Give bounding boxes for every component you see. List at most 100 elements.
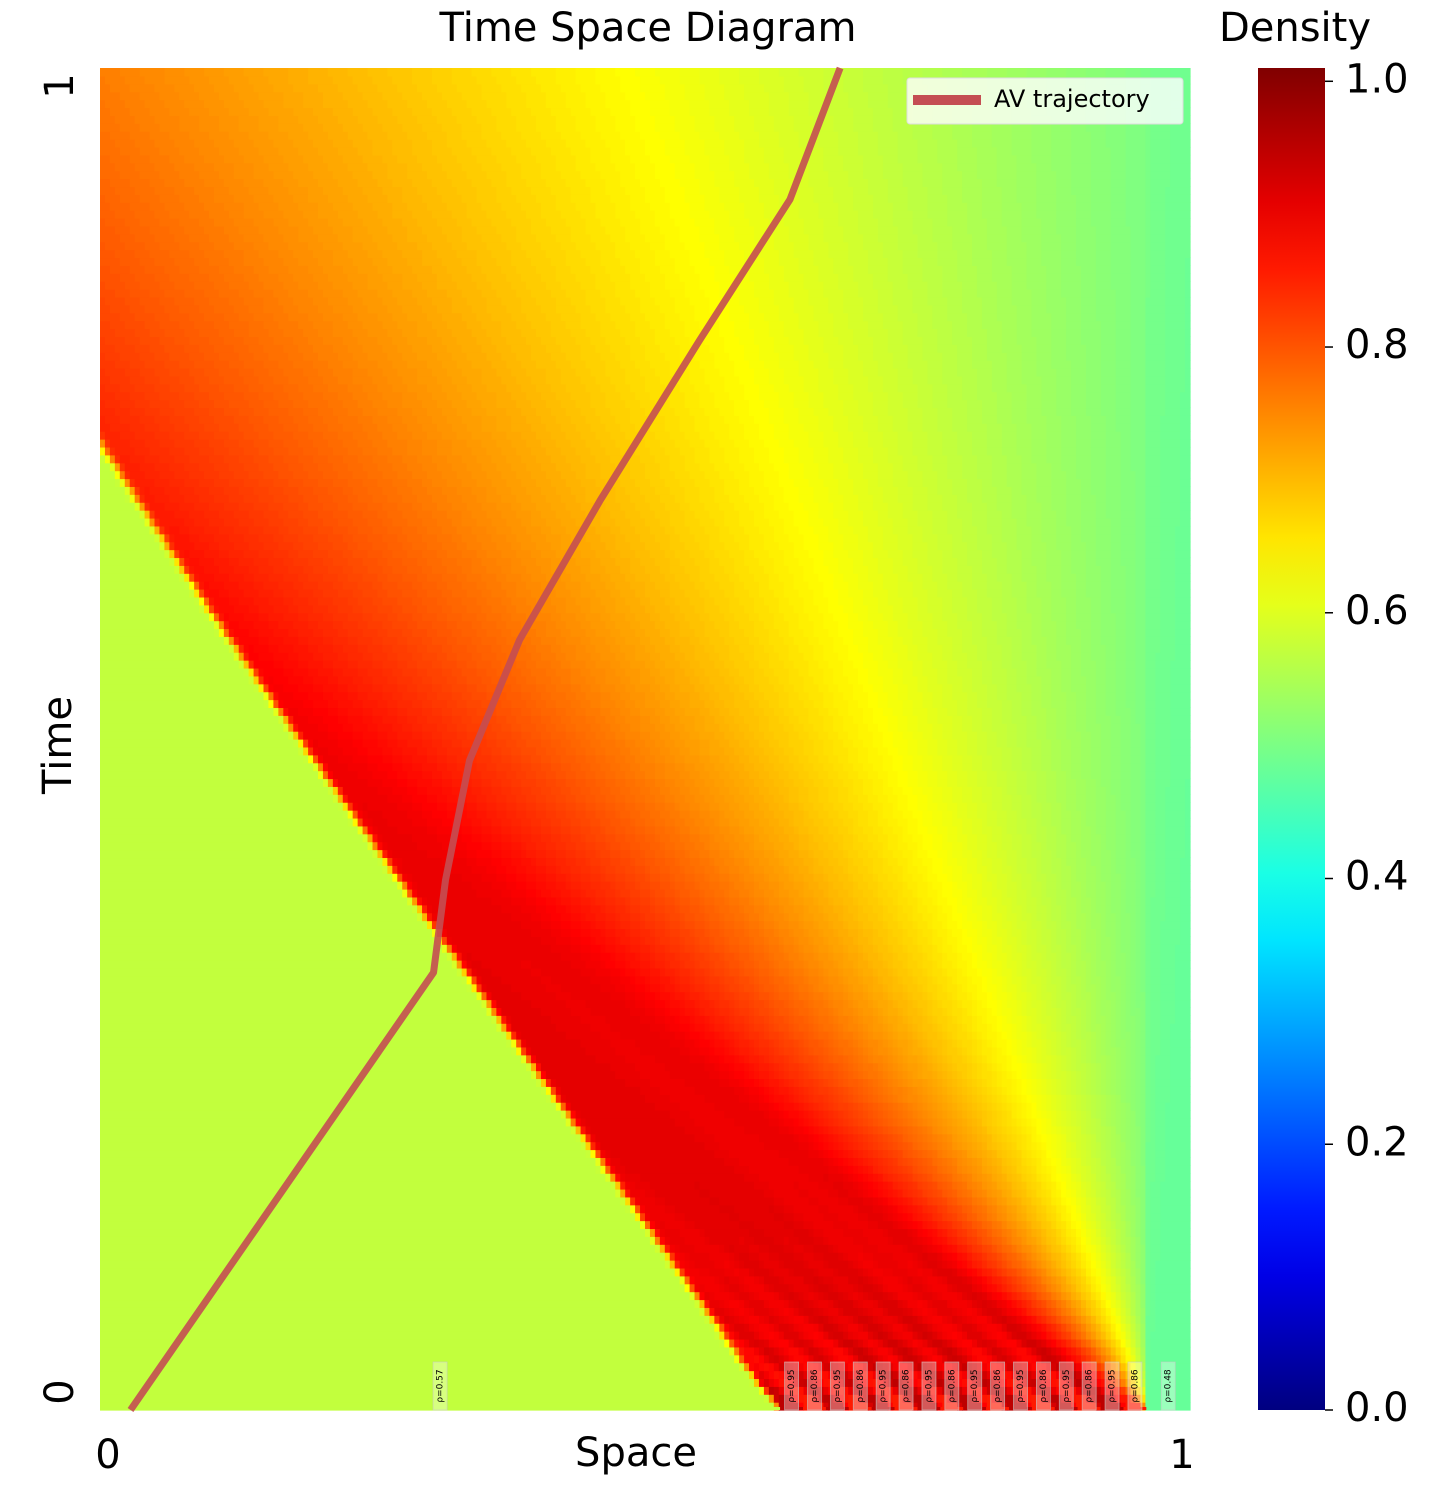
- density-cell: [981, 1220, 988, 1230]
- density-cell: [922, 983, 929, 993]
- density-cell: [778, 1370, 785, 1380]
- density-cell: [1036, 983, 1042, 993]
- density-cell: [902, 1331, 914, 1340]
- density-cell: [1066, 1165, 1072, 1174]
- density-cell: [1120, 1236, 1127, 1245]
- density-cell: [714, 1331, 720, 1340]
- density-cell: [976, 1236, 983, 1245]
- density-cell: [957, 1252, 963, 1261]
- density-cell: [1081, 1244, 1087, 1253]
- density-cell: [501, 975, 542, 985]
- density-cell: [937, 1102, 943, 1111]
- density-cell: [957, 1228, 963, 1237]
- density-cell: [927, 975, 933, 985]
- density-cell: [932, 1370, 938, 1380]
- density-cell: [1066, 1094, 1072, 1103]
- density-cell: [1076, 1212, 1082, 1222]
- density-cell: [615, 983, 626, 993]
- density-cell: [981, 1252, 988, 1261]
- density-cell: [882, 1196, 889, 1206]
- density-cell: [818, 1354, 824, 1364]
- density-cell: [783, 1236, 790, 1245]
- density-cell: [917, 1331, 924, 1340]
- density-cell: [996, 1299, 1003, 1308]
- density-cell: [858, 1133, 864, 1143]
- density-cell: [749, 1370, 755, 1380]
- density-cell: [1071, 1267, 1077, 1277]
- density-cell: [897, 999, 909, 1008]
- density-cell: [1140, 1283, 1147, 1293]
- density-cell: [922, 1386, 929, 1395]
- density-cell: [1061, 1283, 1067, 1293]
- density-cell: [640, 1173, 745, 1182]
- density-cell: [882, 1157, 889, 1166]
- density-cell: [1056, 999, 1067, 1008]
- density-cell: [872, 983, 884, 993]
- density-cell: [471, 983, 478, 993]
- density-cell: [813, 1141, 820, 1151]
- density-cell: [1071, 1133, 1077, 1143]
- density-cell: [1041, 1299, 1047, 1308]
- density-cell: [1130, 1086, 1137, 1095]
- density-cell: [1090, 1252, 1097, 1261]
- density-cell: [1051, 1196, 1057, 1206]
- density-cell: [962, 1378, 968, 1387]
- density-cell: [996, 1362, 1003, 1372]
- density-cell: [848, 1125, 854, 1135]
- density-cell: [798, 1165, 829, 1174]
- density-cell: [1076, 1267, 1082, 1277]
- density-cell: [1021, 1244, 1028, 1253]
- density-cell: [1076, 1307, 1082, 1316]
- density-cell: [863, 1252, 874, 1261]
- density-cell: [491, 967, 532, 977]
- density-cell: [932, 1362, 938, 1372]
- density-cell: [580, 1110, 671, 1119]
- density-cell: [932, 1086, 938, 1095]
- density-cell: [902, 1196, 909, 1206]
- density-cell: [654, 999, 666, 1008]
- density-cell: [902, 1070, 909, 1080]
- density-cell: [962, 1110, 968, 1119]
- density-cell: [803, 1086, 810, 1095]
- density-cell: [100, 975, 463, 985]
- density-cell: [843, 1346, 849, 1356]
- density-cell: [813, 1125, 820, 1135]
- density-cell: [907, 1196, 914, 1206]
- density-cell: [981, 1299, 988, 1308]
- density-cell: [1071, 1031, 1077, 1040]
- density-cell: [1175, 991, 1191, 1001]
- density-cell: [1130, 1386, 1137, 1395]
- density-cell: [927, 1275, 938, 1285]
- density-cell: [1031, 1370, 1038, 1380]
- density-cell: [1125, 1157, 1132, 1166]
- density-cell: [962, 1173, 968, 1182]
- density-cell: [689, 1110, 725, 1119]
- density-cell: [1031, 1015, 1038, 1024]
- density-cell: [1130, 1125, 1137, 1135]
- density-cell: [1021, 1141, 1028, 1151]
- density-cell: [848, 1133, 854, 1143]
- density-cell: [1125, 1117, 1132, 1127]
- density-cell: [1120, 1023, 1127, 1032]
- density-cell: [1066, 1370, 1072, 1380]
- density-cell: [1071, 1275, 1077, 1285]
- density-cell: [976, 952, 983, 961]
- density-cell: [1115, 1267, 1122, 1277]
- density-cell: [1026, 1307, 1033, 1316]
- density-cell: [793, 1386, 800, 1395]
- density-cell: [962, 1070, 968, 1080]
- density-cell: [952, 1283, 958, 1293]
- density-cell: [1036, 1354, 1042, 1364]
- density-cell: [927, 983, 938, 993]
- density-cell: [100, 967, 458, 977]
- density-cell: [1021, 1038, 1028, 1048]
- density-cell: [1036, 1173, 1042, 1182]
- density-cell: [813, 1323, 820, 1332]
- density-cell: [912, 1307, 919, 1316]
- density-cell: [942, 1323, 953, 1332]
- density-cell: [892, 1173, 899, 1182]
- density-cell: [466, 967, 473, 977]
- density-cell: [1095, 1188, 1102, 1198]
- density-cell: [1115, 1023, 1122, 1032]
- density-cell: [828, 1165, 839, 1174]
